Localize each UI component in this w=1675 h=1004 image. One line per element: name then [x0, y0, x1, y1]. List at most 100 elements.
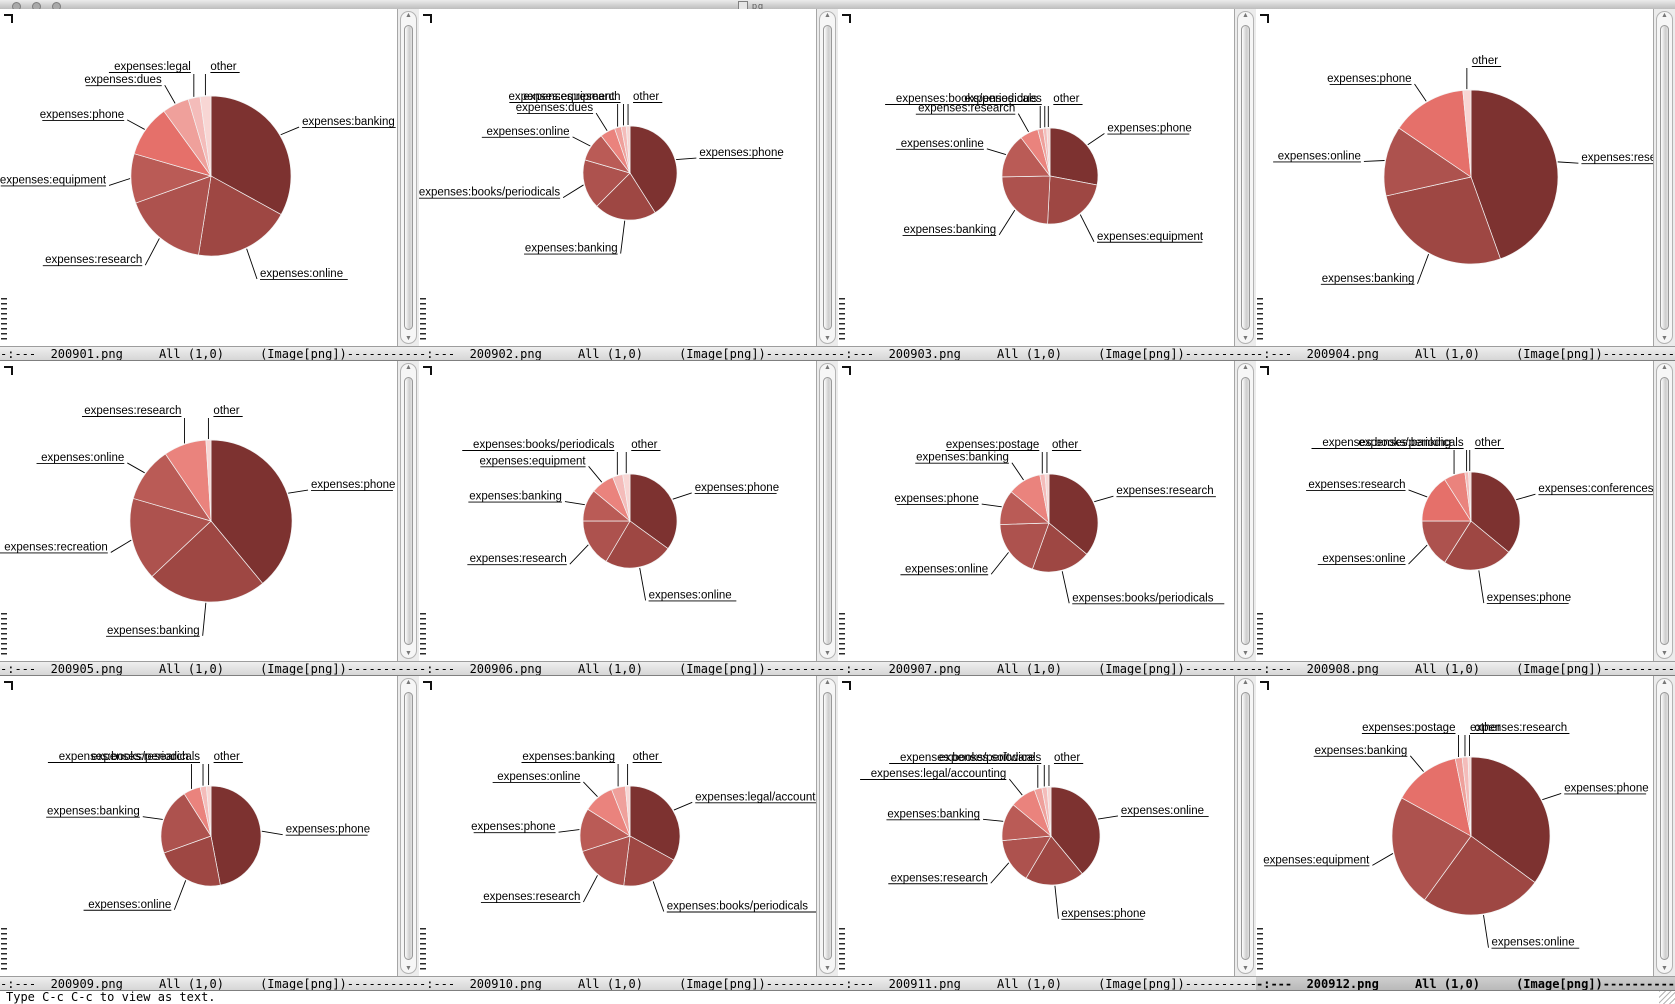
- label-leader-line: [1483, 914, 1489, 948]
- label-leader-line: [127, 462, 145, 474]
- scrollbar-thumb[interactable]: [1241, 377, 1250, 645]
- scrollbar-up-arrow-icon[interactable]: ▲: [1661, 679, 1668, 686]
- pie-slice-expenses-banking: [1401, 758, 1472, 837]
- vertical-scrollbar[interactable]: ▲ ▼: [397, 9, 419, 346]
- scrollbar-track[interactable]: [819, 11, 836, 344]
- scrollbar-down-arrow-icon[interactable]: ▼: [824, 335, 831, 342]
- pie-slice-other: [622, 473, 631, 522]
- scrollbar-track[interactable]: [400, 678, 417, 974]
- slice-label-expenses-phone: expenses:phone: [1327, 73, 1427, 102]
- scrollbar-thumb[interactable]: [823, 25, 832, 330]
- vertical-scrollbar[interactable]: ▲ ▼: [397, 361, 419, 661]
- scrollbar-down-arrow-icon[interactable]: ▼: [405, 650, 412, 657]
- scrollbar-down-arrow-icon[interactable]: ▼: [1242, 965, 1249, 972]
- scrollbar-thumb[interactable]: [823, 377, 832, 645]
- modeline-200909.png[interactable]: -:--- 200909.png All (1,0) (Image[png])-…: [0, 976, 419, 991]
- modeline-200912.png[interactable]: -:--- 200912.png All (1,0) (Image[png])-…: [1256, 976, 1675, 991]
- vertical-scrollbar[interactable]: ▲ ▼: [1234, 676, 1256, 976]
- scrollbar-thumb[interactable]: [1241, 25, 1250, 330]
- modeline-200910.png[interactable]: -:--- 200910.png All (1,0) (Image[png])-…: [419, 976, 838, 991]
- scrollbar-thumb[interactable]: [1660, 377, 1669, 645]
- modeline-200907.png[interactable]: -:--- 200907.png All (1,0) (Image[png])-…: [838, 661, 1256, 676]
- scrollbar-thumb[interactable]: [1660, 25, 1669, 330]
- scrollbar-up-arrow-icon[interactable]: ▲: [1242, 12, 1249, 19]
- scrollbar-thumb[interactable]: [404, 377, 413, 645]
- modeline-200904.png[interactable]: -:--- 200904.png All (1,0) (Image[png])-…: [1256, 346, 1675, 361]
- scrollbar-down-arrow-icon[interactable]: ▼: [1242, 335, 1249, 342]
- label-leader-line: [1409, 755, 1424, 772]
- modeline-200911.png[interactable]: -:--- 200911.png All (1,0) (Image[png])-…: [838, 976, 1256, 991]
- modeline-200906.png[interactable]: -:--- 200906.png All (1,0) (Image[png])-…: [419, 661, 838, 676]
- vertical-scrollbar[interactable]: ▲ ▼: [816, 361, 838, 661]
- modeline-200908.png[interactable]: -:--- 200908.png All (1,0) (Image[png])-…: [1256, 661, 1675, 676]
- window-close-button[interactable]: [12, 2, 21, 9]
- scrollbar-up-arrow-icon[interactable]: ▲: [824, 12, 831, 19]
- scrollbar-down-arrow-icon[interactable]: ▼: [824, 965, 831, 972]
- pie-chart-image-200911.png: expenses:online expenses:phone expenses:re…: [838, 676, 1234, 976]
- scrollbar-up-arrow-icon[interactable]: ▲: [405, 679, 412, 686]
- fringe-top-corner-icon: [842, 681, 851, 690]
- vertical-scrollbar[interactable]: ▲ ▼: [1653, 361, 1675, 661]
- scrollbar-thumb[interactable]: [823, 692, 832, 960]
- slice-label-expenses-phone: expenses:phone: [1087, 123, 1192, 146]
- modeline-200905.png[interactable]: -:--- 200905.png All (1,0) (Image[png])-…: [0, 661, 419, 676]
- scrollbar-thumb[interactable]: [1660, 692, 1669, 960]
- scrollbar-track[interactable]: [819, 678, 836, 974]
- scrollbar-down-arrow-icon[interactable]: ▼: [1661, 335, 1668, 342]
- vertical-scrollbar[interactable]: ▲ ▼: [397, 676, 419, 976]
- vertical-scrollbar[interactable]: ▲ ▼: [816, 676, 838, 976]
- scrollbar-up-arrow-icon[interactable]: ▲: [1242, 364, 1249, 371]
- scrollbar-up-arrow-icon[interactable]: ▲: [824, 679, 831, 686]
- window-title-text: pg: [752, 1, 765, 10]
- modeline-200901.png[interactable]: -:--- 200901.png All (1,0) (Image[png])-…: [0, 346, 419, 361]
- vertical-scrollbar[interactable]: ▲ ▼: [1234, 9, 1256, 346]
- label-leader-line: [588, 466, 603, 483]
- vertical-scrollbar[interactable]: ▲ ▼: [1653, 676, 1675, 976]
- scrollbar-track[interactable]: [400, 363, 417, 659]
- slice-label-text: expenses:research: [1581, 152, 1653, 164]
- scrollbar-track[interactable]: [819, 363, 836, 659]
- fringe-continuation-dashes-icon: [839, 298, 845, 342]
- scrollbar-up-arrow-icon[interactable]: ▲: [1661, 364, 1668, 371]
- scrollbar-track[interactable]: [1237, 11, 1254, 344]
- window-zoom-button[interactable]: [52, 2, 61, 9]
- label-leader-line: [558, 829, 580, 833]
- vertical-scrollbar[interactable]: ▲ ▼: [816, 9, 838, 346]
- modeline-200902.png[interactable]: -:--- 200902.png All (1,0) (Image[png])-…: [419, 346, 838, 361]
- scrollbar-up-arrow-icon[interactable]: ▲: [824, 364, 831, 371]
- window-minimize-button[interactable]: [32, 2, 41, 9]
- scrollbar-down-arrow-icon[interactable]: ▼: [824, 650, 831, 657]
- pie-slice-other: [205, 785, 212, 837]
- scrollbar-track[interactable]: [1656, 363, 1673, 659]
- slice-label-text: expenses:research: [1470, 722, 1567, 734]
- scrollbar-down-arrow-icon[interactable]: ▼: [1661, 650, 1668, 657]
- scrollbar-down-arrow-icon[interactable]: ▼: [1242, 650, 1249, 657]
- scrollbar-up-arrow-icon[interactable]: ▲: [405, 12, 412, 19]
- scrollbar-track[interactable]: [1656, 11, 1673, 344]
- scrollbar-up-arrow-icon[interactable]: ▲: [1242, 679, 1249, 686]
- label-leader-line: [1372, 853, 1394, 866]
- resize-grip-icon[interactable]: [1659, 991, 1675, 1004]
- scrollbar-track[interactable]: [1237, 363, 1254, 659]
- scrollbar-down-arrow-icon[interactable]: ▼: [1661, 965, 1668, 972]
- scrollbar-thumb[interactable]: [1241, 692, 1250, 960]
- slice-label-text: expenses:online: [497, 771, 580, 783]
- scrollbar-track[interactable]: [1237, 678, 1254, 974]
- scrollbar-thumb[interactable]: [404, 692, 413, 960]
- scrollbar-down-arrow-icon[interactable]: ▼: [405, 335, 412, 342]
- label-leader-line: [280, 126, 300, 136]
- scrollbar-track[interactable]: [400, 11, 417, 344]
- scrollbar-down-arrow-icon[interactable]: ▼: [405, 965, 412, 972]
- vertical-scrollbar[interactable]: ▲ ▼: [1234, 361, 1256, 661]
- fringe-continuation-dashes-icon: [839, 613, 845, 657]
- scrollbar-up-arrow-icon[interactable]: ▲: [1661, 12, 1668, 19]
- scrollbar-up-arrow-icon[interactable]: ▲: [405, 364, 412, 371]
- scrollbar-thumb[interactable]: [404, 25, 413, 330]
- pie-slice-other: [625, 125, 631, 174]
- scrollbar-track[interactable]: [1656, 678, 1673, 974]
- vertical-scrollbar[interactable]: ▲ ▼: [1653, 9, 1675, 346]
- modeline-200903.png[interactable]: -:--- 200903.png All (1,0) (Image[png])-…: [838, 346, 1256, 361]
- slice-label-expenses-phone: expenses:phone: [471, 821, 580, 833]
- slice-label-text: expenses:banking: [1315, 745, 1408, 757]
